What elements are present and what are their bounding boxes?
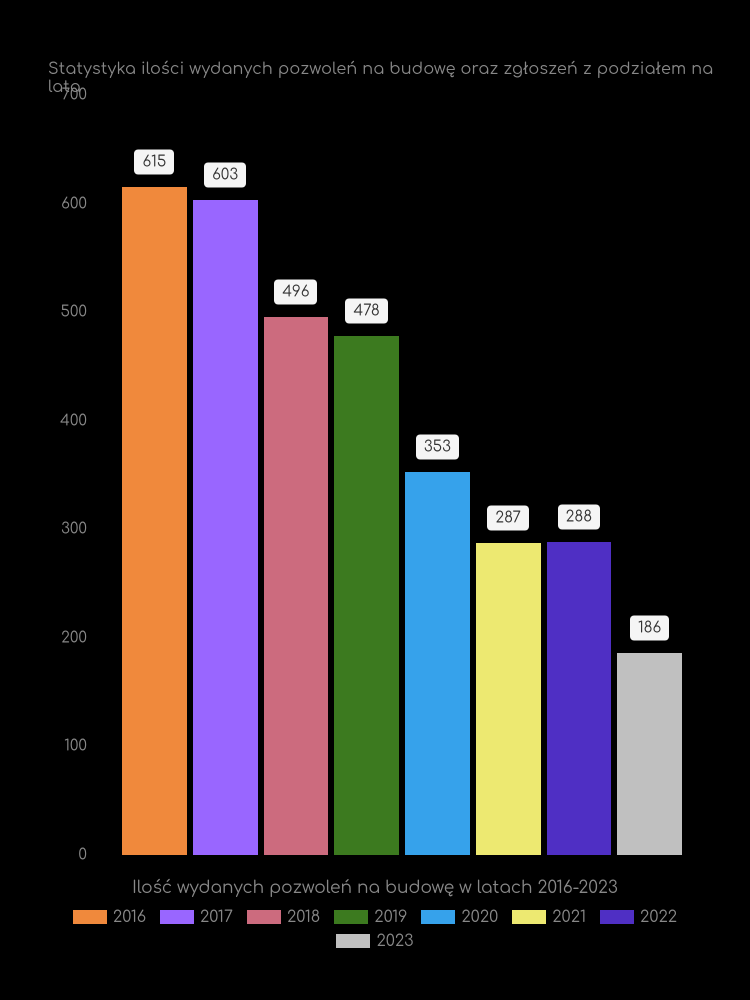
y-tick-label: 700: [47, 87, 87, 104]
legend-label: 2018: [287, 908, 320, 926]
bar-rect: [334, 336, 399, 855]
bar-rect: [617, 653, 682, 855]
bar-2019: 478: [334, 336, 399, 855]
bar-2017: 603: [193, 200, 258, 855]
y-tick-label: 100: [47, 738, 87, 755]
legend-label: 2020: [461, 908, 498, 926]
legend-swatch: [421, 910, 455, 924]
legend-swatch: [73, 910, 107, 924]
bar-value-label: 603: [204, 163, 246, 188]
legend: 2016 2017 2018 2019 2020 2021 2022 2023: [0, 908, 750, 950]
bar-rect: [193, 200, 258, 855]
bar-value-label: 287: [487, 506, 529, 531]
bar-2018: 496: [264, 317, 329, 856]
bar-2023: 186: [617, 653, 682, 855]
legend-swatch: [600, 910, 634, 924]
y-tick-label: 300: [47, 521, 87, 538]
legend-item-2016: 2016: [73, 908, 146, 926]
x-axis-label: Ilość wydanych pozwoleń na budowę w lata…: [0, 878, 750, 897]
bar-rect: [476, 543, 541, 855]
legend-item-2020: 2020: [421, 908, 498, 926]
legend-label: 2023: [376, 932, 413, 950]
bar-2021: 287: [476, 543, 541, 855]
bar-value-label: 615: [134, 150, 174, 175]
bar-value-label: 478: [345, 299, 387, 324]
legend-swatch: [334, 910, 368, 924]
legend-item-2023: 2023: [336, 932, 413, 950]
legend-item-2022: 2022: [600, 908, 677, 926]
chart-title: Statystyka ilości wydanych pozwoleń na b…: [48, 60, 750, 96]
legend-swatch: [336, 934, 370, 948]
legend-item-2019: 2019: [334, 908, 407, 926]
bar-value-label: 288: [558, 505, 601, 530]
legend-item-2017: 2017: [160, 908, 233, 926]
legend-label: 2016: [113, 908, 146, 926]
bar-2022: 288: [547, 542, 612, 855]
y-tick-label: 500: [47, 304, 87, 321]
legend-swatch: [512, 910, 546, 924]
y-tick-label: 400: [47, 412, 87, 429]
bar-rect: [405, 472, 470, 855]
legend-label: 2017: [200, 908, 233, 926]
legend-swatch: [247, 910, 281, 924]
chart-plot-area: 0100200300400500600700 61560349647835328…: [92, 95, 680, 855]
y-axis: 0100200300400500600700: [47, 95, 87, 855]
legend-item-2021: 2021: [512, 908, 586, 926]
bar-2020: 353: [405, 472, 470, 855]
bar-2016: 615: [122, 187, 187, 855]
bar-rect: [547, 542, 612, 855]
bar-rect: [264, 317, 329, 856]
bar-rect: [122, 187, 187, 855]
legend-label: 2019: [374, 908, 407, 926]
y-tick-label: 200: [47, 629, 87, 646]
bar-value-label: 496: [274, 279, 317, 304]
legend-label: 2021: [552, 908, 586, 926]
bar-value-label: 186: [630, 616, 669, 641]
bar-value-label: 353: [416, 434, 459, 459]
legend-label: 2022: [640, 908, 677, 926]
legend-item-2018: 2018: [247, 908, 320, 926]
y-tick-label: 0: [47, 847, 87, 864]
legend-swatch: [160, 910, 194, 924]
y-tick-label: 600: [47, 195, 87, 212]
bars-container: 615603496478353287288186: [122, 95, 682, 855]
